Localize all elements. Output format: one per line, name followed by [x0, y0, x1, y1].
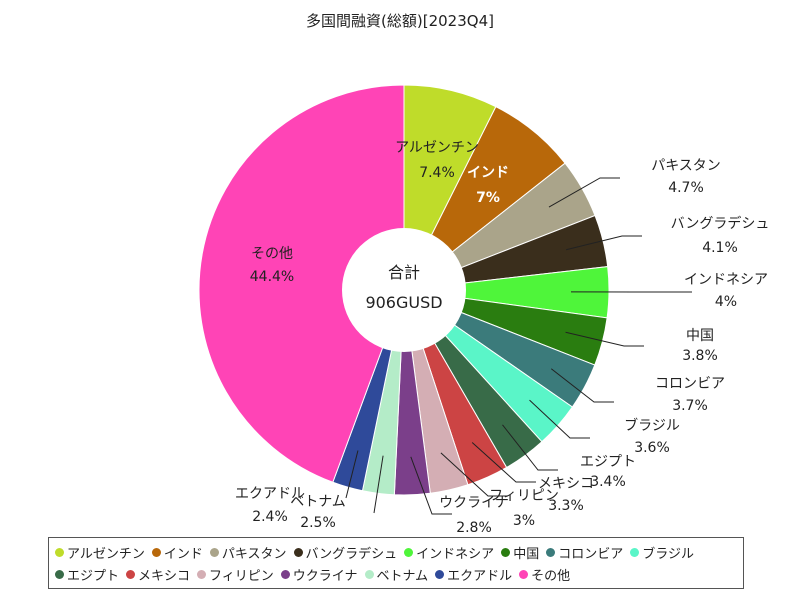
- slice-value-label: 3.8%: [682, 348, 718, 364]
- slice-name-label: エクアドル: [235, 486, 305, 502]
- legend-label: メキシコ: [138, 568, 191, 584]
- slice-name-label: パキスタン: [651, 158, 721, 174]
- legend-label: エクアドル: [447, 568, 513, 584]
- leader-line: [502, 424, 558, 471]
- slice-value-label: 2.8%: [456, 520, 492, 536]
- legend-swatch: [280, 569, 290, 579]
- legend-label: インド: [163, 546, 203, 562]
- chart-title: 多国間融資(総額)[2023Q4]: [306, 12, 494, 30]
- slice-value-label: 44.4%: [250, 269, 294, 285]
- leader-line: [565, 235, 642, 251]
- pie-slice: [198, 84, 405, 483]
- legend-swatch: [519, 569, 529, 579]
- center-value: 906GUSD: [365, 293, 442, 312]
- slice-value-label: 2.5%: [300, 515, 336, 531]
- slice-name-label: エジプト: [580, 454, 636, 470]
- legend-swatch: [293, 547, 303, 557]
- center-label: 合計: [388, 263, 420, 282]
- leader-line: [565, 331, 644, 347]
- slice-value-label: 4.7%: [668, 180, 704, 196]
- legend-swatch: [126, 569, 136, 579]
- slice-value-label: 7.4%: [419, 165, 455, 181]
- legend-label: ブラジル: [642, 546, 694, 562]
- legend-label: コロンビア: [558, 546, 624, 562]
- slice-value-label: 3.3%: [548, 498, 584, 514]
- slice-value-label: 3.6%: [634, 440, 670, 456]
- leader-line: [345, 450, 359, 499]
- legend-swatch: [151, 547, 161, 557]
- legend-swatch: [546, 547, 556, 557]
- legend-swatch: [501, 547, 511, 557]
- leader-line: [529, 399, 590, 439]
- leader-line: [373, 455, 384, 514]
- slice-value-label: 3%: [513, 513, 535, 529]
- legend-label: ベトナム: [376, 568, 429, 584]
- slice-value-label: 3.4%: [590, 474, 626, 490]
- legend-label: その他: [531, 568, 571, 584]
- legend-label: アルゼンチン: [67, 546, 145, 562]
- legend-item: フィリピン: [197, 565, 274, 584]
- slice-value-label: 3.7%: [672, 398, 708, 414]
- legend-swatch: [209, 547, 219, 557]
- legend-item: コロンビア: [546, 543, 623, 562]
- leader-line: [548, 177, 620, 208]
- legend-item: エジプト: [55, 565, 119, 584]
- legend-swatch: [435, 569, 445, 579]
- slice-name-label: バングラデシュ: [671, 215, 770, 232]
- legend-swatch: [55, 569, 64, 579]
- slice-value-label: 2.4%: [252, 509, 288, 525]
- legend-item: インド: [151, 543, 203, 562]
- center-hole: [342, 228, 466, 352]
- legend-item: 中国: [501, 543, 539, 562]
- leader-line: [410, 456, 452, 515]
- legend-item: バングラデシュ: [293, 543, 398, 562]
- legend-swatch: [197, 569, 207, 579]
- slice-value-label: 4.1%: [702, 240, 738, 256]
- slice-name-label: ベトナム: [290, 494, 346, 510]
- legend-swatch: [364, 569, 374, 579]
- slice-name-label: インド: [467, 165, 509, 181]
- legend-label: 中国: [513, 546, 540, 562]
- legend-label: パキスタン: [221, 546, 287, 562]
- slice-name-label: メキシコ: [538, 476, 594, 492]
- legend-label: バングラデシュ: [305, 546, 398, 562]
- legend-item: その他: [519, 565, 570, 584]
- slice-name-label: その他: [251, 246, 293, 262]
- legend-label: インドネシア: [416, 546, 495, 562]
- legend-label: フィリピン: [209, 568, 274, 584]
- leader-line: [440, 452, 508, 497]
- leader-line: [471, 442, 536, 483]
- legend-item: アルゼンチン: [55, 543, 145, 562]
- legend-swatch: [404, 547, 414, 557]
- leader-line: [550, 368, 614, 403]
- slice-name-label: アルゼンチン: [395, 140, 479, 156]
- legend-item: ブラジル: [630, 543, 694, 562]
- legend-item: パキスタン: [209, 543, 287, 562]
- slice-name-label: 中国: [686, 328, 714, 344]
- slice-value-label: 4%: [715, 294, 737, 310]
- legend-item: エクアドル: [435, 565, 512, 584]
- slice-value-label: 7%: [476, 190, 500, 206]
- legend-label: ウクライナ: [292, 568, 358, 584]
- slice-name-label: フィリピン: [489, 488, 559, 504]
- slice-name-label: ウクライナ: [439, 495, 509, 511]
- legend-swatch: [630, 547, 640, 557]
- legend-item: メキシコ: [126, 565, 190, 584]
- legend-item: ベトナム: [364, 565, 429, 584]
- legend: アルゼンチン インド パキスタン バングラデシュ インドネシア 中国 コロンビア ブラジル エ…: [48, 537, 744, 589]
- slice-name-label: ブラジル: [624, 417, 680, 434]
- slice-name-label: インドネシア: [684, 272, 768, 288]
- legend-item: ウクライナ: [280, 565, 358, 584]
- slice-name-label: コロンビア: [655, 376, 725, 392]
- legend-swatch: [55, 547, 64, 557]
- legend-item: インドネシア: [404, 543, 494, 562]
- legend-label: エジプト: [67, 568, 120, 584]
